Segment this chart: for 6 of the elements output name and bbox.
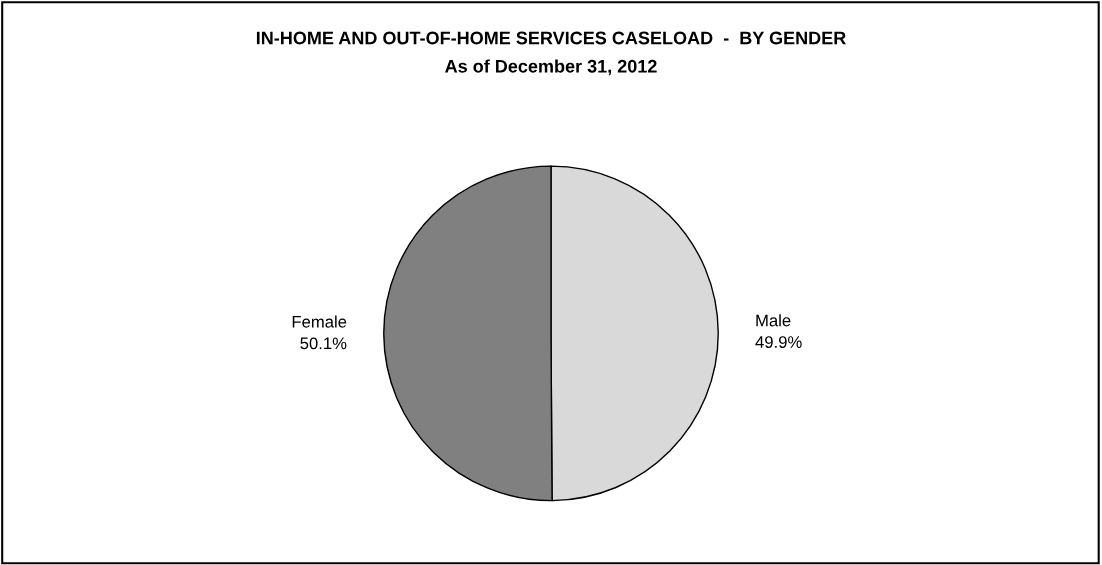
- data-label: 49.9%: [755, 336, 802, 348]
- data-label: 50.1%: [300, 337, 347, 350]
- chart-title: IN-HOME AND OUT-OF-HOME SERVICES CASELOAD - BY GENDER: [256, 31, 846, 45]
- chart-subtitle: As of December 31, 2012: [445, 59, 657, 76]
- slice-label: Female: [292, 315, 347, 328]
- slice-label: Male: [756, 314, 791, 327]
